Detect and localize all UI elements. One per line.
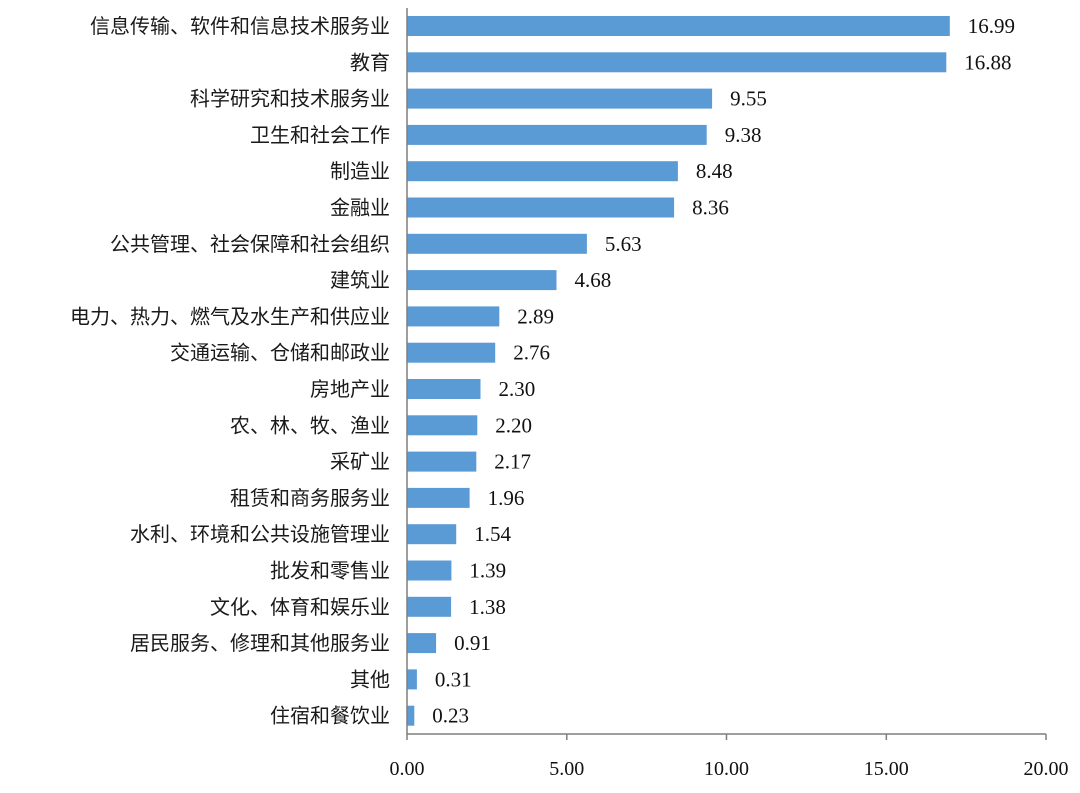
value-label: 2.20 [495, 413, 532, 437]
value-label: 2.89 [517, 304, 554, 328]
value-label: 2.76 [513, 341, 550, 365]
value-label: 5.63 [605, 232, 642, 256]
bar [407, 524, 457, 545]
bar [407, 306, 500, 327]
bar [407, 197, 675, 218]
value-label: 8.48 [696, 159, 733, 183]
bar [407, 451, 477, 472]
x-tick-label: 10.00 [704, 758, 749, 780]
bar [407, 669, 417, 690]
bar [407, 379, 481, 399]
category-label: 租赁和商务服务业 [230, 486, 390, 510]
value-label: 0.31 [435, 667, 472, 691]
value-label: 1.38 [469, 595, 506, 619]
x-tick-label: 5.00 [549, 758, 584, 780]
bar [407, 487, 470, 508]
category-label: 公共管理、社会保障和社会组织 [110, 232, 390, 256]
category-label: 住宿和餐饮业 [270, 704, 390, 728]
category-label: 制造业 [330, 159, 390, 183]
category-label: 水利、环境和公共设施管理业 [130, 522, 390, 546]
bar [407, 88, 713, 109]
value-label: 2.30 [499, 377, 536, 401]
value-label: 2.17 [494, 450, 531, 474]
bar [407, 560, 452, 581]
category-label: 教育 [350, 50, 390, 74]
category-label: 信息传输、软件和信息技术服务业 [90, 14, 390, 38]
category-label: 农、林、牧、渔业 [230, 413, 390, 437]
value-label: 1.54 [474, 522, 511, 546]
bar [407, 124, 707, 145]
bar [407, 270, 557, 291]
value-label: 8.36 [692, 196, 729, 220]
category-label: 房地产业 [310, 377, 390, 401]
bar [407, 342, 496, 363]
category-label: 交通运输、仓储和邮政业 [170, 341, 390, 365]
bar [407, 161, 678, 182]
category-label: 卫生和社会工作 [250, 123, 390, 147]
bar [407, 16, 950, 36]
value-label: 1.39 [469, 559, 506, 583]
value-label: 4.68 [575, 268, 612, 292]
category-label: 批发和零售业 [270, 559, 390, 583]
x-tick-label: 20.00 [1024, 758, 1069, 780]
value-label: 0.91 [454, 631, 491, 655]
value-label: 1.96 [488, 486, 525, 510]
bar [407, 596, 452, 617]
value-label: 16.99 [968, 14, 1015, 38]
category-label: 电力、热力、燃气及水生产和供应业 [70, 304, 390, 328]
x-tick-label: 0.00 [390, 758, 425, 780]
x-tick-label: 15.00 [864, 758, 909, 780]
value-label: 16.88 [964, 50, 1011, 74]
value-label: 0.23 [432, 704, 469, 728]
category-label: 文化、体育和娱乐业 [210, 595, 390, 619]
category-label: 建筑业 [330, 268, 390, 292]
bar [407, 233, 587, 254]
category-label: 采矿业 [330, 450, 390, 474]
value-label: 9.55 [730, 87, 767, 111]
bar [407, 415, 478, 436]
bar [407, 705, 415, 726]
bar [407, 52, 947, 73]
category-label: 居民服务、修理和其他服务业 [130, 631, 390, 655]
category-label: 其他 [350, 667, 390, 691]
bar [407, 633, 437, 654]
category-label: 科学研究和技术服务业 [190, 87, 390, 111]
category-label: 金融业 [330, 196, 390, 220]
value-label: 9.38 [725, 123, 762, 147]
